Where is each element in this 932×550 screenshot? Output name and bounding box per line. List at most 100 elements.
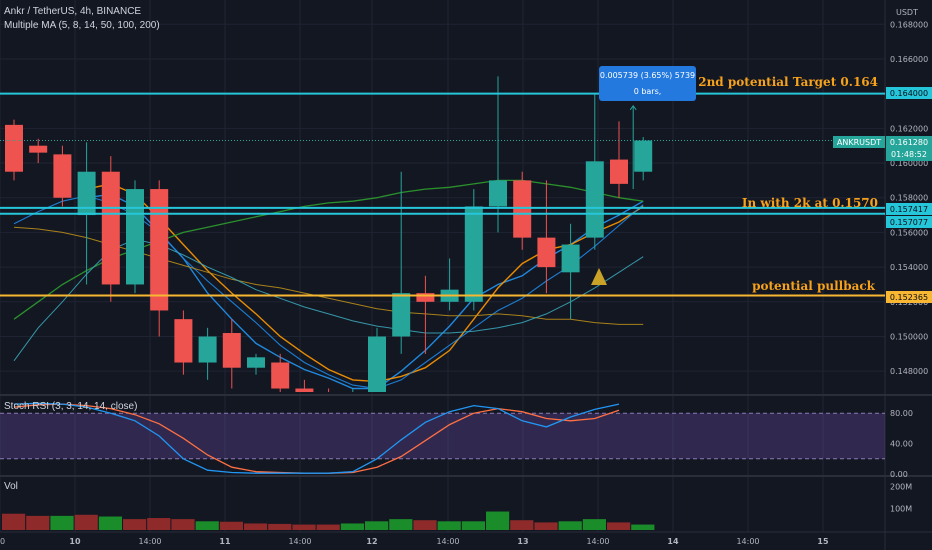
pullback-annotation: potential pullback [752, 279, 876, 293]
pullback-badge: 0.152365 [890, 293, 928, 302]
ma-line-ma5 [86, 193, 644, 390]
volume-bar [50, 515, 74, 530]
symbol-title[interactable]: Ankr / TetherUS, 4h, BINANCE [4, 6, 142, 17]
volume-legend[interactable]: Vol [4, 481, 18, 492]
volume-bar [413, 520, 437, 530]
measure-line-2: 0 bars, [634, 87, 662, 96]
candle-body [537, 237, 556, 268]
time-tick: 14:00 [736, 537, 759, 546]
price-tick: 0.154000 [890, 263, 928, 272]
measure-arrowhead [629, 104, 637, 111]
measure-line-1: 0.005739 (3.65%) 5739 [600, 71, 695, 80]
drawings: 2nd potential Target 0.164 In with 2k at… [591, 66, 878, 293]
stoch-rsi-legend[interactable]: Stoch RSI (3, 3, 14, 14, close) [4, 401, 138, 412]
candle-body [53, 154, 72, 198]
time-tick: 13 [517, 537, 528, 546]
candle-body [295, 388, 314, 392]
candle-body [271, 362, 290, 389]
candle-body [222, 333, 241, 368]
volume-bar [2, 513, 26, 530]
target-annotation: 2nd potential Target 0.164 [698, 75, 878, 89]
candle-body [610, 159, 628, 184]
time-tick: 12 [366, 537, 377, 546]
candle-body [464, 206, 483, 302]
price-tick: 0.166000 [890, 55, 928, 64]
volume-bar [582, 519, 606, 530]
volume-bar [365, 521, 389, 530]
candle-body [416, 293, 435, 302]
ma-indicator-legend[interactable]: Multiple MA (5, 8, 14, 50, 100, 200) [4, 20, 160, 31]
volume-bar [389, 519, 413, 530]
time-tick: 14:00 [288, 537, 311, 546]
price-axis[interactable]: USDT 0.168000 0.166000 0.164000 0.162000 0.1… [890, 8, 928, 513]
level-lower-badge: 0.157077 [890, 218, 928, 227]
candle-body [368, 336, 386, 392]
price-badges: ANKRUSDT 0.161280 01:48:52 0.164000 0.15… [833, 87, 932, 303]
volume-bar [607, 522, 631, 530]
time-tick: 14:00 [586, 537, 609, 546]
price-plot [0, 76, 885, 406]
candle-body [101, 171, 120, 285]
time-tick: 10 [69, 537, 81, 546]
candle-body [561, 244, 580, 273]
time-tick: 14:00 [138, 537, 161, 546]
time-tick: 15 [817, 537, 829, 546]
rsi-tick: 80.00 [890, 409, 913, 418]
volume-bar [437, 521, 461, 530]
volume-bar [74, 514, 98, 530]
volume-bar [510, 520, 534, 530]
candle-body [198, 336, 217, 363]
volume-bar [486, 511, 510, 530]
candle-body [77, 171, 96, 216]
time-tick: 14:00 [436, 537, 459, 546]
measure-tooltip: 0.005739 (3.65%) 5739 0 bars, [599, 66, 696, 101]
up-arrow-icon[interactable] [591, 268, 607, 285]
volume-bar [316, 524, 340, 530]
volume-bar [171, 519, 195, 530]
last-price-badge: 0.161280 [890, 138, 928, 147]
volume-bar [123, 519, 147, 530]
candle-body [174, 319, 193, 363]
candle-body [247, 357, 265, 368]
volume-bar [98, 516, 122, 530]
volume-bar [461, 521, 485, 530]
candle-body [150, 189, 169, 311]
volume-bar [534, 522, 558, 530]
stoch-rsi-k-line [13, 402, 620, 474]
volume-bar [26, 515, 50, 530]
time-tick: 11 [219, 537, 231, 546]
price-pane [0, 76, 885, 406]
price-tick: 0.148000 [890, 367, 928, 376]
price-tick: 0.158000 [890, 194, 928, 203]
volume-bar [219, 521, 243, 530]
price-tick: 0.160000 [890, 159, 928, 168]
stoch-rsi-pane [0, 402, 885, 474]
level-upper-badge: 0.157417 [890, 205, 928, 214]
volume-tick: 200M [890, 483, 912, 492]
time-axis[interactable]: 00 10 14:00 11 14:00 12 14:00 13 14:00 14 14:00 15 [0, 537, 829, 546]
price-tick: 0.156000 [890, 228, 928, 237]
volume-tick: 100M [890, 504, 912, 513]
candle-body [585, 161, 604, 238]
entry-annotation: In with 2k at 0.1570 [742, 196, 878, 210]
volume-bar [631, 524, 655, 530]
candle-body [5, 124, 23, 172]
volume-bar [244, 523, 268, 530]
rsi-tick: 40.00 [890, 440, 913, 449]
candle-body [320, 397, 338, 406]
volume-pane [2, 511, 655, 530]
candle-body [513, 180, 532, 238]
price-tick: 0.168000 [890, 20, 928, 29]
target-badge: 0.164000 [890, 89, 928, 98]
countdown-badge: 01:48:52 [891, 150, 927, 159]
volume-bar [147, 518, 171, 530]
volume-bar [292, 524, 316, 530]
candle-body [392, 293, 411, 337]
price-tick: 0.150000 [890, 332, 928, 341]
volume-bar [195, 521, 219, 530]
ticker-badge: ANKRUSDT [837, 138, 881, 147]
volume-bar [340, 523, 364, 530]
time-tick: 00 [0, 537, 5, 546]
